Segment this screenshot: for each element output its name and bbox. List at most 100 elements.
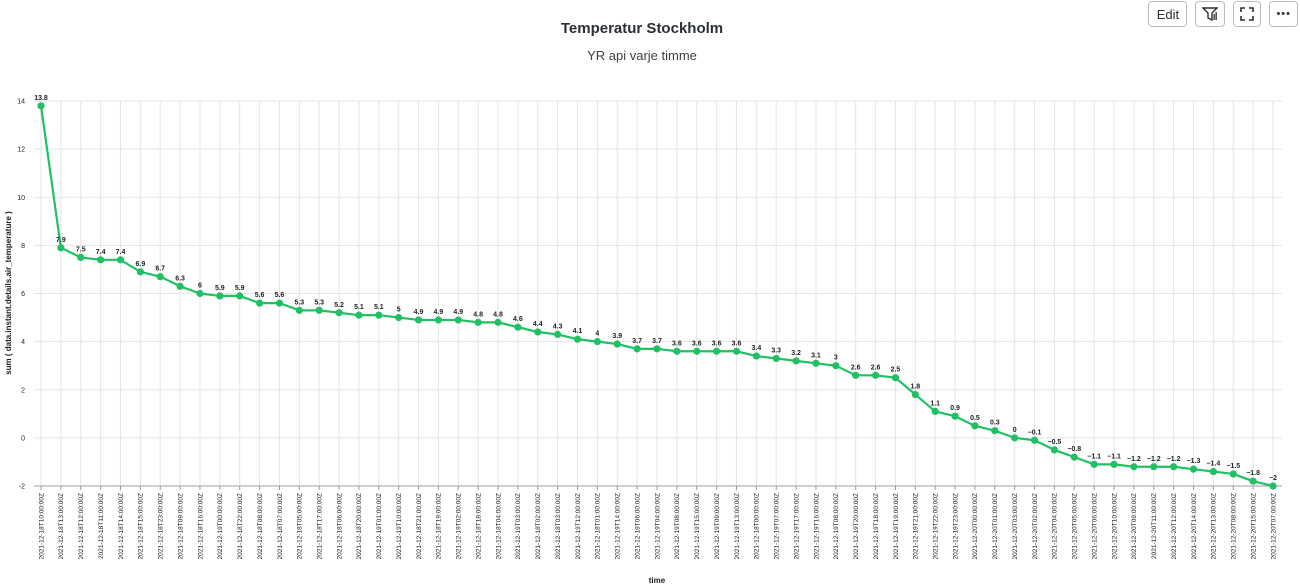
y-tick-label: 12 bbox=[17, 147, 25, 154]
data-label: 3.7 bbox=[652, 338, 662, 345]
data-label: 4.4 bbox=[533, 321, 543, 328]
x-tick-label: 2021-12-20T13:00:00Z bbox=[1211, 493, 1218, 560]
data-point bbox=[315, 306, 323, 314]
data-label: 5 bbox=[397, 307, 401, 314]
data-point bbox=[752, 352, 760, 360]
data-label: 1.8 bbox=[910, 384, 920, 391]
x-tick-label: 2021-12-19T17:00:00Z bbox=[793, 493, 800, 560]
y-tick-label: 4 bbox=[21, 339, 25, 346]
more-options-button[interactable]: ••• bbox=[1269, 1, 1298, 27]
data-label: 4.8 bbox=[473, 311, 483, 318]
data-label: −1.8 bbox=[1246, 470, 1260, 477]
x-tick-label: 2021-12-18T14:00:00Z bbox=[118, 493, 125, 560]
axes: -2 0 2 4 6 8 10 12 14 2021-12-18T10:00:00Z 2021-12… bbox=[17, 99, 1282, 560]
data-label: 7.5 bbox=[76, 246, 86, 253]
data-point bbox=[1130, 463, 1138, 471]
data-label: 5.1 bbox=[354, 304, 364, 311]
data-point bbox=[156, 273, 164, 281]
data-label: −1.5 bbox=[1226, 463, 1240, 470]
data-point bbox=[116, 256, 125, 264]
data-label: 3.6 bbox=[712, 340, 722, 347]
x-tick-label: 2021-12-18T07:00:00Z bbox=[277, 493, 284, 560]
data-point bbox=[713, 347, 721, 355]
data-label: 0.9 bbox=[950, 405, 960, 412]
data-label: 4.9 bbox=[434, 309, 444, 316]
x-axis-title: time bbox=[649, 576, 666, 585]
data-point bbox=[37, 102, 45, 110]
x-tick-label: 2021-12-19T04:00:00Z bbox=[654, 493, 661, 560]
data-label: 0 bbox=[1013, 427, 1017, 434]
x-tick-label: 2021-12-18T00:00:00Z bbox=[754, 493, 761, 560]
data-label: 7.4 bbox=[96, 249, 106, 256]
x-tick-label: 2021-12-19T00:00:00Z bbox=[217, 493, 224, 560]
y-tick-label: 14 bbox=[17, 99, 25, 106]
data-point bbox=[593, 338, 601, 346]
data-point bbox=[991, 427, 999, 435]
data-labels: 13.8 7.9 7.5 7.4 7.4 6.9 6.7 6.3 6 5.9 5.9 5.6 5.6 5.… bbox=[34, 95, 1277, 482]
x-tick-label: 2021-12-20T00:00:00Z bbox=[972, 493, 979, 560]
data-point bbox=[295, 306, 303, 314]
more-icon: ••• bbox=[1276, 8, 1291, 20]
x-tick-label: 2021-12-18T20:00:00Z bbox=[356, 493, 363, 560]
x-tick-label: 2021-12-19T20:00:00Z bbox=[853, 493, 860, 560]
x-tick-label: 2021-12-20T03:00:00Z bbox=[1012, 493, 1019, 560]
x-tick-label: 2021-12-19T18:00:00Z bbox=[873, 493, 880, 560]
data-point bbox=[852, 371, 860, 379]
x-tick-label: 2021-12-19T09:00:00Z bbox=[714, 493, 721, 560]
x-tick-label: 2021-12-19T14:00:00Z bbox=[615, 493, 622, 560]
data-label: 5.6 bbox=[255, 292, 265, 299]
chart-type-button[interactable] bbox=[1195, 1, 1226, 27]
data-label: 6.3 bbox=[175, 275, 185, 282]
data-label: −1.2 bbox=[1147, 456, 1161, 463]
x-tick-label: 2021-12-19T01:00:00Z bbox=[376, 493, 383, 560]
data-label: 3.2 bbox=[791, 350, 801, 357]
data-label: −0.5 bbox=[1048, 439, 1062, 446]
data-point bbox=[136, 268, 144, 276]
x-tick-label: 2021-12-18T02:00:00Z bbox=[535, 493, 542, 560]
chart-title: Temperatur Stockholm bbox=[560, 20, 724, 37]
data-point bbox=[1209, 467, 1217, 476]
y-tick-label: 10 bbox=[17, 195, 25, 202]
data-point bbox=[335, 309, 343, 317]
data-point bbox=[514, 323, 522, 331]
x-tick-label: 2021-12-19T15:00:00Z bbox=[694, 493, 701, 560]
data-label: 4.1 bbox=[573, 328, 583, 335]
fullscreen-button[interactable] bbox=[1233, 1, 1262, 27]
x-tick-label: 2021-12-19T06:00:00Z bbox=[634, 493, 641, 560]
data-label: 3.3 bbox=[771, 347, 781, 354]
data-label: 2.5 bbox=[891, 367, 901, 374]
data-label: 4.9 bbox=[414, 309, 424, 316]
data-point bbox=[554, 330, 562, 339]
data-label: 4.9 bbox=[453, 309, 463, 316]
data-point bbox=[1050, 446, 1059, 454]
data-point bbox=[474, 318, 482, 326]
x-tick-label: 2021-12-18T21:00:00Z bbox=[416, 493, 423, 560]
x-tick-label: 2021-12-18T17:00:00Z bbox=[316, 493, 323, 560]
x-tick-label: 2021-12-20T04:00:00Z bbox=[1052, 493, 1059, 560]
data-point bbox=[255, 299, 264, 307]
x-tick-label: 2021-12-18T16:00:00Z bbox=[197, 493, 204, 560]
x-tick-label: 2021-12-18T15:00:00Z bbox=[138, 493, 145, 560]
data-point bbox=[1150, 463, 1158, 471]
data-point bbox=[1249, 477, 1257, 485]
data-label: 6.9 bbox=[135, 261, 145, 268]
y-tick-label: 0 bbox=[21, 435, 25, 442]
data-label: 5.3 bbox=[314, 299, 324, 306]
data-point bbox=[355, 311, 363, 319]
y-tick-label: 8 bbox=[21, 243, 25, 250]
data-point bbox=[216, 292, 224, 300]
data-label: 5.9 bbox=[215, 285, 225, 292]
data-point bbox=[693, 347, 701, 355]
data-label: 3.9 bbox=[612, 333, 622, 340]
data-point bbox=[1269, 482, 1277, 490]
data-label: 4.8 bbox=[493, 311, 503, 318]
data-point bbox=[812, 359, 820, 367]
x-tick-label: 2021-12-20T11:00:00Z bbox=[1151, 493, 1158, 559]
data-label: 4.3 bbox=[553, 323, 563, 330]
edit-button[interactable]: Edit bbox=[1148, 1, 1188, 27]
data-point bbox=[891, 374, 900, 382]
data-point bbox=[1030, 436, 1039, 444]
x-tick-label: 2021-12-18T10:00:00Z bbox=[38, 493, 45, 560]
data-point bbox=[375, 311, 383, 319]
x-tick-label: 2021-12-18T08:00:00Z bbox=[257, 493, 264, 560]
